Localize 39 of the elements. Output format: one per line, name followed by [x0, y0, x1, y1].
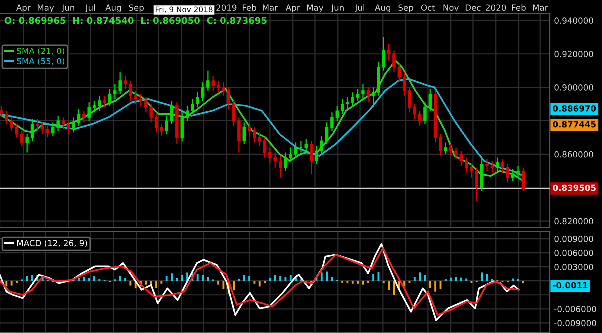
x-tick-label: 2019: [216, 4, 237, 11]
x-tick-label: Feb: [512, 4, 526, 11]
y-tick-label: 0.940000: [554, 18, 594, 24]
text: 0.886970: [553, 106, 596, 112]
y-tick-label: 0.920000: [554, 51, 594, 58]
x-tick-label: Oct: [421, 4, 436, 11]
text: -0.0011: [553, 282, 588, 289]
legend-label: SMA (21, 0): [17, 48, 64, 56]
ref-line-label: 0.839505: [553, 184, 596, 192]
x-tick-label: May: [38, 4, 54, 13]
x-tick-label: Jun: [62, 4, 74, 13]
x-tick-label: Jul: [354, 4, 365, 13]
legend-label: SMA (55, 0): [17, 58, 64, 66]
text: 0.877445: [553, 121, 596, 128]
x-tick-label: Apr: [286, 4, 300, 13]
x-tick-label: Aug: [106, 4, 122, 13]
x-tick-label: Aug: [375, 4, 391, 13]
y-tick-label: 0.009000: [554, 236, 594, 242]
x-tick-label: Nov: [444, 4, 459, 11]
x-tick-label: Sep: [129, 4, 144, 13]
x-tick-label: Mar: [533, 4, 548, 11]
y-tick-label: 0.900000: [554, 84, 594, 91]
x-tick-label: Apr: [16, 4, 31, 13]
legend-label: MACD (12, 26, 9): [17, 240, 88, 248]
y-tick-label: -0.006000: [554, 306, 596, 312]
y-tick-label: 0.860000: [554, 151, 594, 158]
x-tick-label: Feb: [242, 4, 256, 11]
x-tick-label: Jul: [85, 4, 96, 13]
y-tick-label: -0.009000: [554, 320, 596, 326]
x-tick-label: 2020: [486, 4, 506, 11]
x-tick-label: Sep: [398, 4, 414, 13]
x-tick-label: Mar: [263, 4, 278, 11]
y-tick-label: 0.820000: [554, 218, 594, 225]
annotation: O: 0.869965 H: 0.874540 L: 0.869050 C: 0.873695: [4, 17, 267, 24]
y-tick-label: 0.003000: [554, 264, 594, 270]
x-tick-label: Jun: [331, 4, 344, 13]
y-tick-label: 0.006000: [554, 250, 594, 256]
x-tick-label: May: [307, 4, 324, 13]
x-tick-label: Dec: [466, 4, 481, 11]
